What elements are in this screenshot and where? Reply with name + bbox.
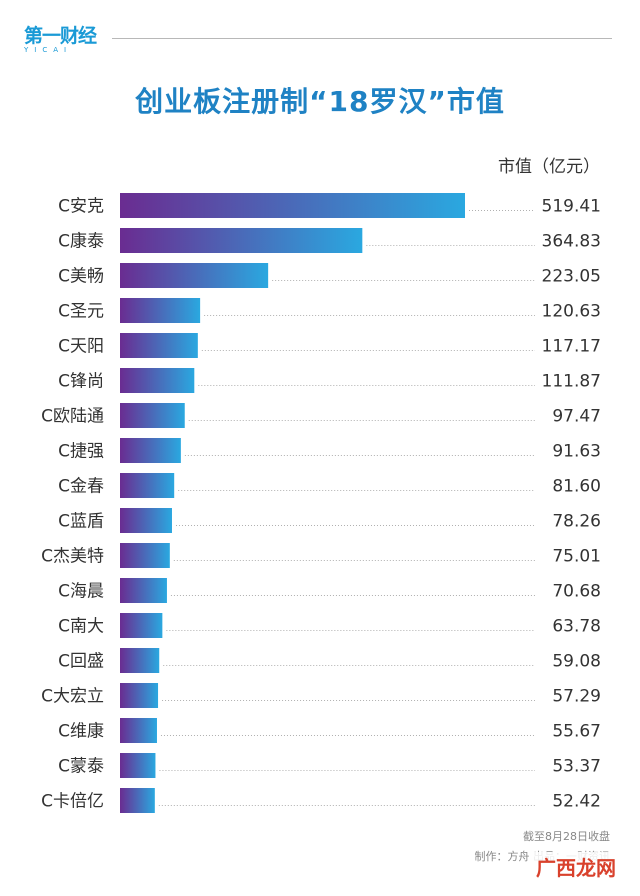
category-label: C美畅 [58, 267, 104, 287]
bar [120, 333, 198, 358]
bar [120, 403, 185, 428]
bar [120, 753, 156, 778]
bar [120, 613, 163, 638]
value-label: 519.41 [542, 197, 601, 217]
value-label: 57.29 [552, 687, 601, 707]
bar [120, 228, 363, 253]
bar [120, 648, 160, 673]
category-label: C圣元 [58, 302, 104, 322]
category-label: C维康 [58, 722, 104, 742]
category-label: C海晨 [58, 582, 104, 602]
value-label: 97.47 [552, 407, 601, 427]
bar [120, 718, 157, 743]
bar [120, 683, 159, 708]
value-label: 91.63 [552, 442, 601, 462]
bar [120, 473, 175, 498]
brand-sub: YICAI [24, 46, 73, 54]
category-label: C锋尚 [58, 372, 104, 392]
category-label: C安克 [58, 197, 104, 217]
category-label: C杰美特 [41, 547, 104, 567]
value-label: 52.42 [552, 792, 601, 812]
unit-label: 市值（亿元） [498, 157, 600, 177]
bar [120, 193, 465, 218]
value-label: 81.60 [552, 477, 601, 497]
bar [120, 788, 155, 813]
bar [120, 263, 269, 288]
brand-logo: 第一财经 YICAI [24, 26, 104, 54]
category-label: C回盛 [58, 652, 104, 672]
value-label: 53.37 [552, 757, 601, 777]
bar [120, 508, 172, 533]
category-label: C金春 [58, 477, 104, 497]
date-note: 截至8月28日收盘 [523, 830, 610, 843]
value-label: 111.87 [542, 372, 601, 392]
value-label: 75.01 [552, 547, 601, 567]
category-label: C康泰 [58, 232, 104, 252]
bar [120, 578, 167, 603]
bar [120, 298, 201, 323]
bar [120, 438, 181, 463]
value-label: 78.26 [552, 512, 601, 532]
value-label: 223.05 [542, 267, 601, 287]
header-divider [112, 38, 612, 39]
chart-title: 创业板注册制“18罗汉”市值 [135, 85, 505, 118]
value-label: 55.67 [552, 722, 601, 742]
category-label: C卡倍亿 [41, 792, 104, 812]
category-label: C天阳 [58, 337, 104, 357]
bar [120, 368, 195, 393]
category-label: C大宏立 [41, 687, 104, 707]
category-label: C蒙泰 [58, 757, 104, 777]
value-label: 120.63 [542, 302, 601, 322]
category-label: C蓝盾 [58, 512, 104, 532]
value-label: 59.08 [552, 652, 601, 672]
value-label: 117.17 [542, 337, 601, 357]
category-label: C捷强 [58, 442, 104, 462]
value-label: 364.83 [542, 232, 601, 252]
value-label: 70.68 [552, 582, 601, 602]
brand-name: 第一财经 [24, 25, 97, 47]
watermark: 广西龙网 [532, 852, 620, 881]
category-label: C南大 [58, 617, 104, 637]
bar [120, 543, 170, 568]
category-label: C欧陆通 [41, 407, 104, 427]
value-label: 63.78 [552, 617, 601, 637]
